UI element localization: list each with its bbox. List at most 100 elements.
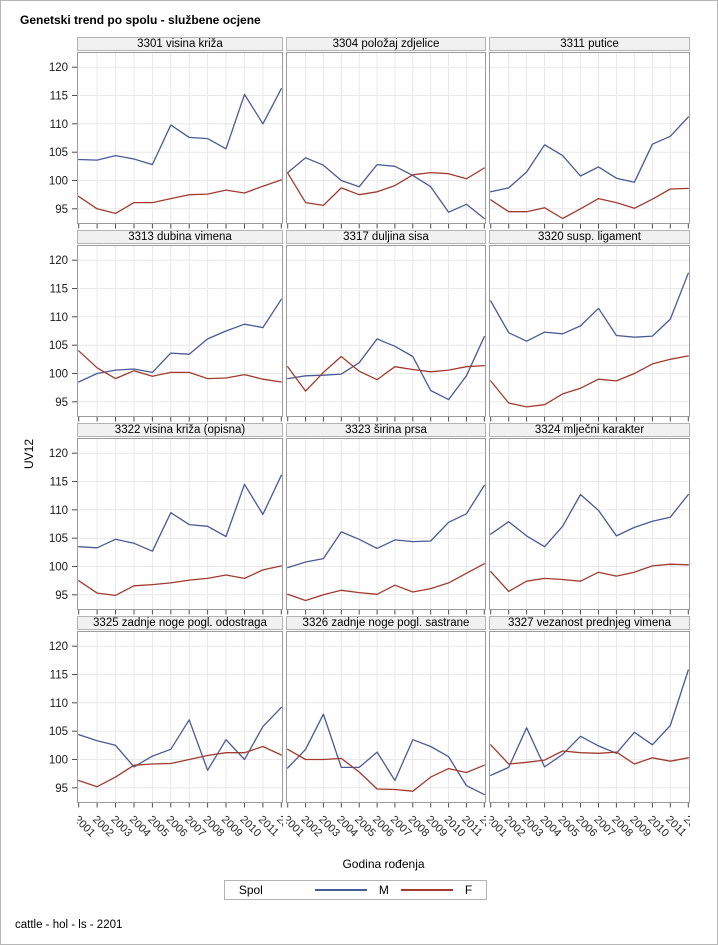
y-tick-label: 110: [50, 698, 68, 710]
y-tick-label: 95: [55, 397, 68, 409]
x-tick-strip: [286, 610, 486, 616]
y-tick-label: 115: [50, 91, 68, 103]
series-line-f: [78, 350, 282, 383]
panel-cell: 3325 zadnje noge pogl. odostraga: [77, 616, 283, 809]
panel-cell: 3311 putice: [489, 37, 690, 230]
series-line-m: [287, 484, 485, 569]
y-tick-label: 105: [49, 533, 68, 545]
series-line-m: [78, 474, 282, 552]
panel-cell: 3326 zadnje noge pogl. sastrane: [286, 616, 486, 809]
x-tick-strip: [77, 224, 283, 230]
panel-header: 3324 mlječni karakter: [489, 423, 690, 437]
y-tick-label: 105: [49, 726, 68, 738]
panel-row: 120 115 110 105 100 95 3301 visina križa 3304 p…: [21, 37, 690, 230]
panel-plot: [286, 631, 486, 803]
panel-row: 120 115 110 105 100 95 3313 dubina vimena 3317 …: [21, 230, 690, 423]
y-tick-label: 95: [55, 783, 68, 795]
panel-header: 3322 visina križa (opisna): [77, 423, 283, 437]
y-tick-label: 115: [50, 284, 68, 296]
y-tick-label: 120: [49, 641, 68, 653]
panel-cell: 3317 duljina sisa: [286, 230, 486, 423]
legend-line-m: [314, 889, 367, 891]
x-tick-strip: [489, 803, 690, 809]
panel-plot: [77, 52, 283, 224]
series-line-f: [490, 187, 689, 220]
panel-header: 3311 putice: [489, 37, 690, 51]
series-line-f: [287, 563, 485, 602]
footnote: cattle - hol - ls - 2201: [15, 919, 123, 931]
panel-header: 3326 zadnje noge pogl. sastrane: [286, 616, 486, 630]
panel-plot: [77, 631, 283, 803]
x-tick-strip: [489, 610, 690, 616]
panel-row: 120 115 110 105 100 95 3325 zadnje noge pogl. …: [21, 616, 690, 809]
series-line-f: [490, 355, 689, 408]
x-axis-labels: 2001 2002 2003 2004 2005 2006 2007 2008 2009 2010…: [489, 809, 690, 847]
x-axis-labels: 2001 2002 2003 2004 2005 2006 2007 2008 2009 2010…: [286, 809, 486, 847]
y-tick-label: 105: [49, 147, 68, 159]
panel-cell: 3327 vezanost prednjeg vimena: [489, 616, 690, 809]
panel-grid: 120 115 110 105 100 95 3301 visina križa 3304 p…: [21, 37, 690, 809]
y-tick-label: 120: [49, 448, 68, 460]
panel-header: 3327 vezanost prednjeg vimena: [489, 616, 690, 630]
x-tick-strip: [489, 224, 690, 230]
panel-plot: [489, 52, 690, 224]
series-line-m: [490, 669, 689, 777]
panel-plot: [489, 438, 690, 610]
y-tick-label: 115: [50, 477, 68, 489]
legend-title: Spol: [238, 883, 263, 897]
x-tick-strip: [77, 803, 283, 809]
y-tick-label: 100: [49, 562, 68, 574]
y-axis-gutter: 120 115 110 105 100 95: [21, 616, 77, 809]
panel-cell: 3324 mlječni karakter: [489, 423, 690, 616]
panel-cell: 3301 visina križa: [77, 37, 283, 230]
x-axis-title: Godina rođenja: [342, 857, 425, 871]
panel-plot: [286, 245, 486, 417]
y-axis-gutter: 120 115 110 105 100 95: [21, 423, 77, 616]
series-line-f: [287, 355, 485, 392]
y-tick-label: 100: [49, 176, 68, 188]
panel-cell: 3320 susp. ligament: [489, 230, 690, 423]
x-axis-labels-row: 2001 2002 2003 2004 2005 2006 2007 2008 2009 2010…: [21, 809, 690, 847]
series-line-f: [78, 179, 282, 215]
legend-label-m: M: [378, 883, 389, 897]
y-tick-label: 105: [49, 340, 68, 352]
panel-header: 3325 zadnje noge pogl. odostraga: [77, 616, 283, 630]
panel-cell: 3313 dubina vimena: [77, 230, 283, 423]
series-line-m: [287, 336, 485, 401]
panel-header: 3323 širina prsa: [286, 423, 486, 437]
series-line-f: [287, 167, 485, 207]
series-line-m: [78, 706, 282, 771]
panel-row: 120 115 110 105 100 95 3322 visina križa (opis…: [21, 423, 690, 616]
panel-header: 3304 položaj zdjelice: [286, 37, 486, 51]
y-tick-label: 95: [55, 590, 68, 602]
x-tick-strip: [77, 417, 283, 423]
panel-cell: 3304 položaj zdjelice: [286, 37, 486, 230]
y-tick-label: 110: [50, 312, 68, 324]
series-line-f: [287, 748, 485, 792]
chart-area: UV12 120 115 110 105 100 95 3301 visina križa 3…: [21, 37, 690, 900]
panel-plot: [489, 245, 690, 417]
panel-plot: [77, 438, 283, 610]
legend: Spol M F: [223, 880, 488, 900]
legend-label-f: F: [464, 883, 473, 897]
y-tick-label: 120: [49, 255, 68, 267]
x-tick-strip: [286, 803, 486, 809]
panel-plot: [489, 631, 690, 803]
series-line-m: [78, 88, 282, 166]
x-tick-strip: [286, 224, 486, 230]
panel-plot: [286, 52, 486, 224]
y-axis-gutter: 120 115 110 105 100 95: [21, 37, 77, 230]
x-axis-labels: 2001 2002 2003 2004 2005 2006 2007 2008 2009 2010…: [77, 809, 283, 847]
x-tick-strip: [286, 417, 486, 423]
series-line-f: [490, 744, 689, 765]
series-line-f: [490, 563, 689, 593]
series-line-m: [490, 493, 689, 548]
series-line-f: [78, 745, 282, 788]
panel-plot: [286, 438, 486, 610]
panel-header: 3301 visina križa: [77, 37, 283, 51]
panel-header: 3317 duljina sisa: [286, 230, 486, 244]
x-axis-spacer: [21, 809, 77, 847]
series-line-m: [287, 157, 485, 220]
panel-header: 3320 susp. ligament: [489, 230, 690, 244]
